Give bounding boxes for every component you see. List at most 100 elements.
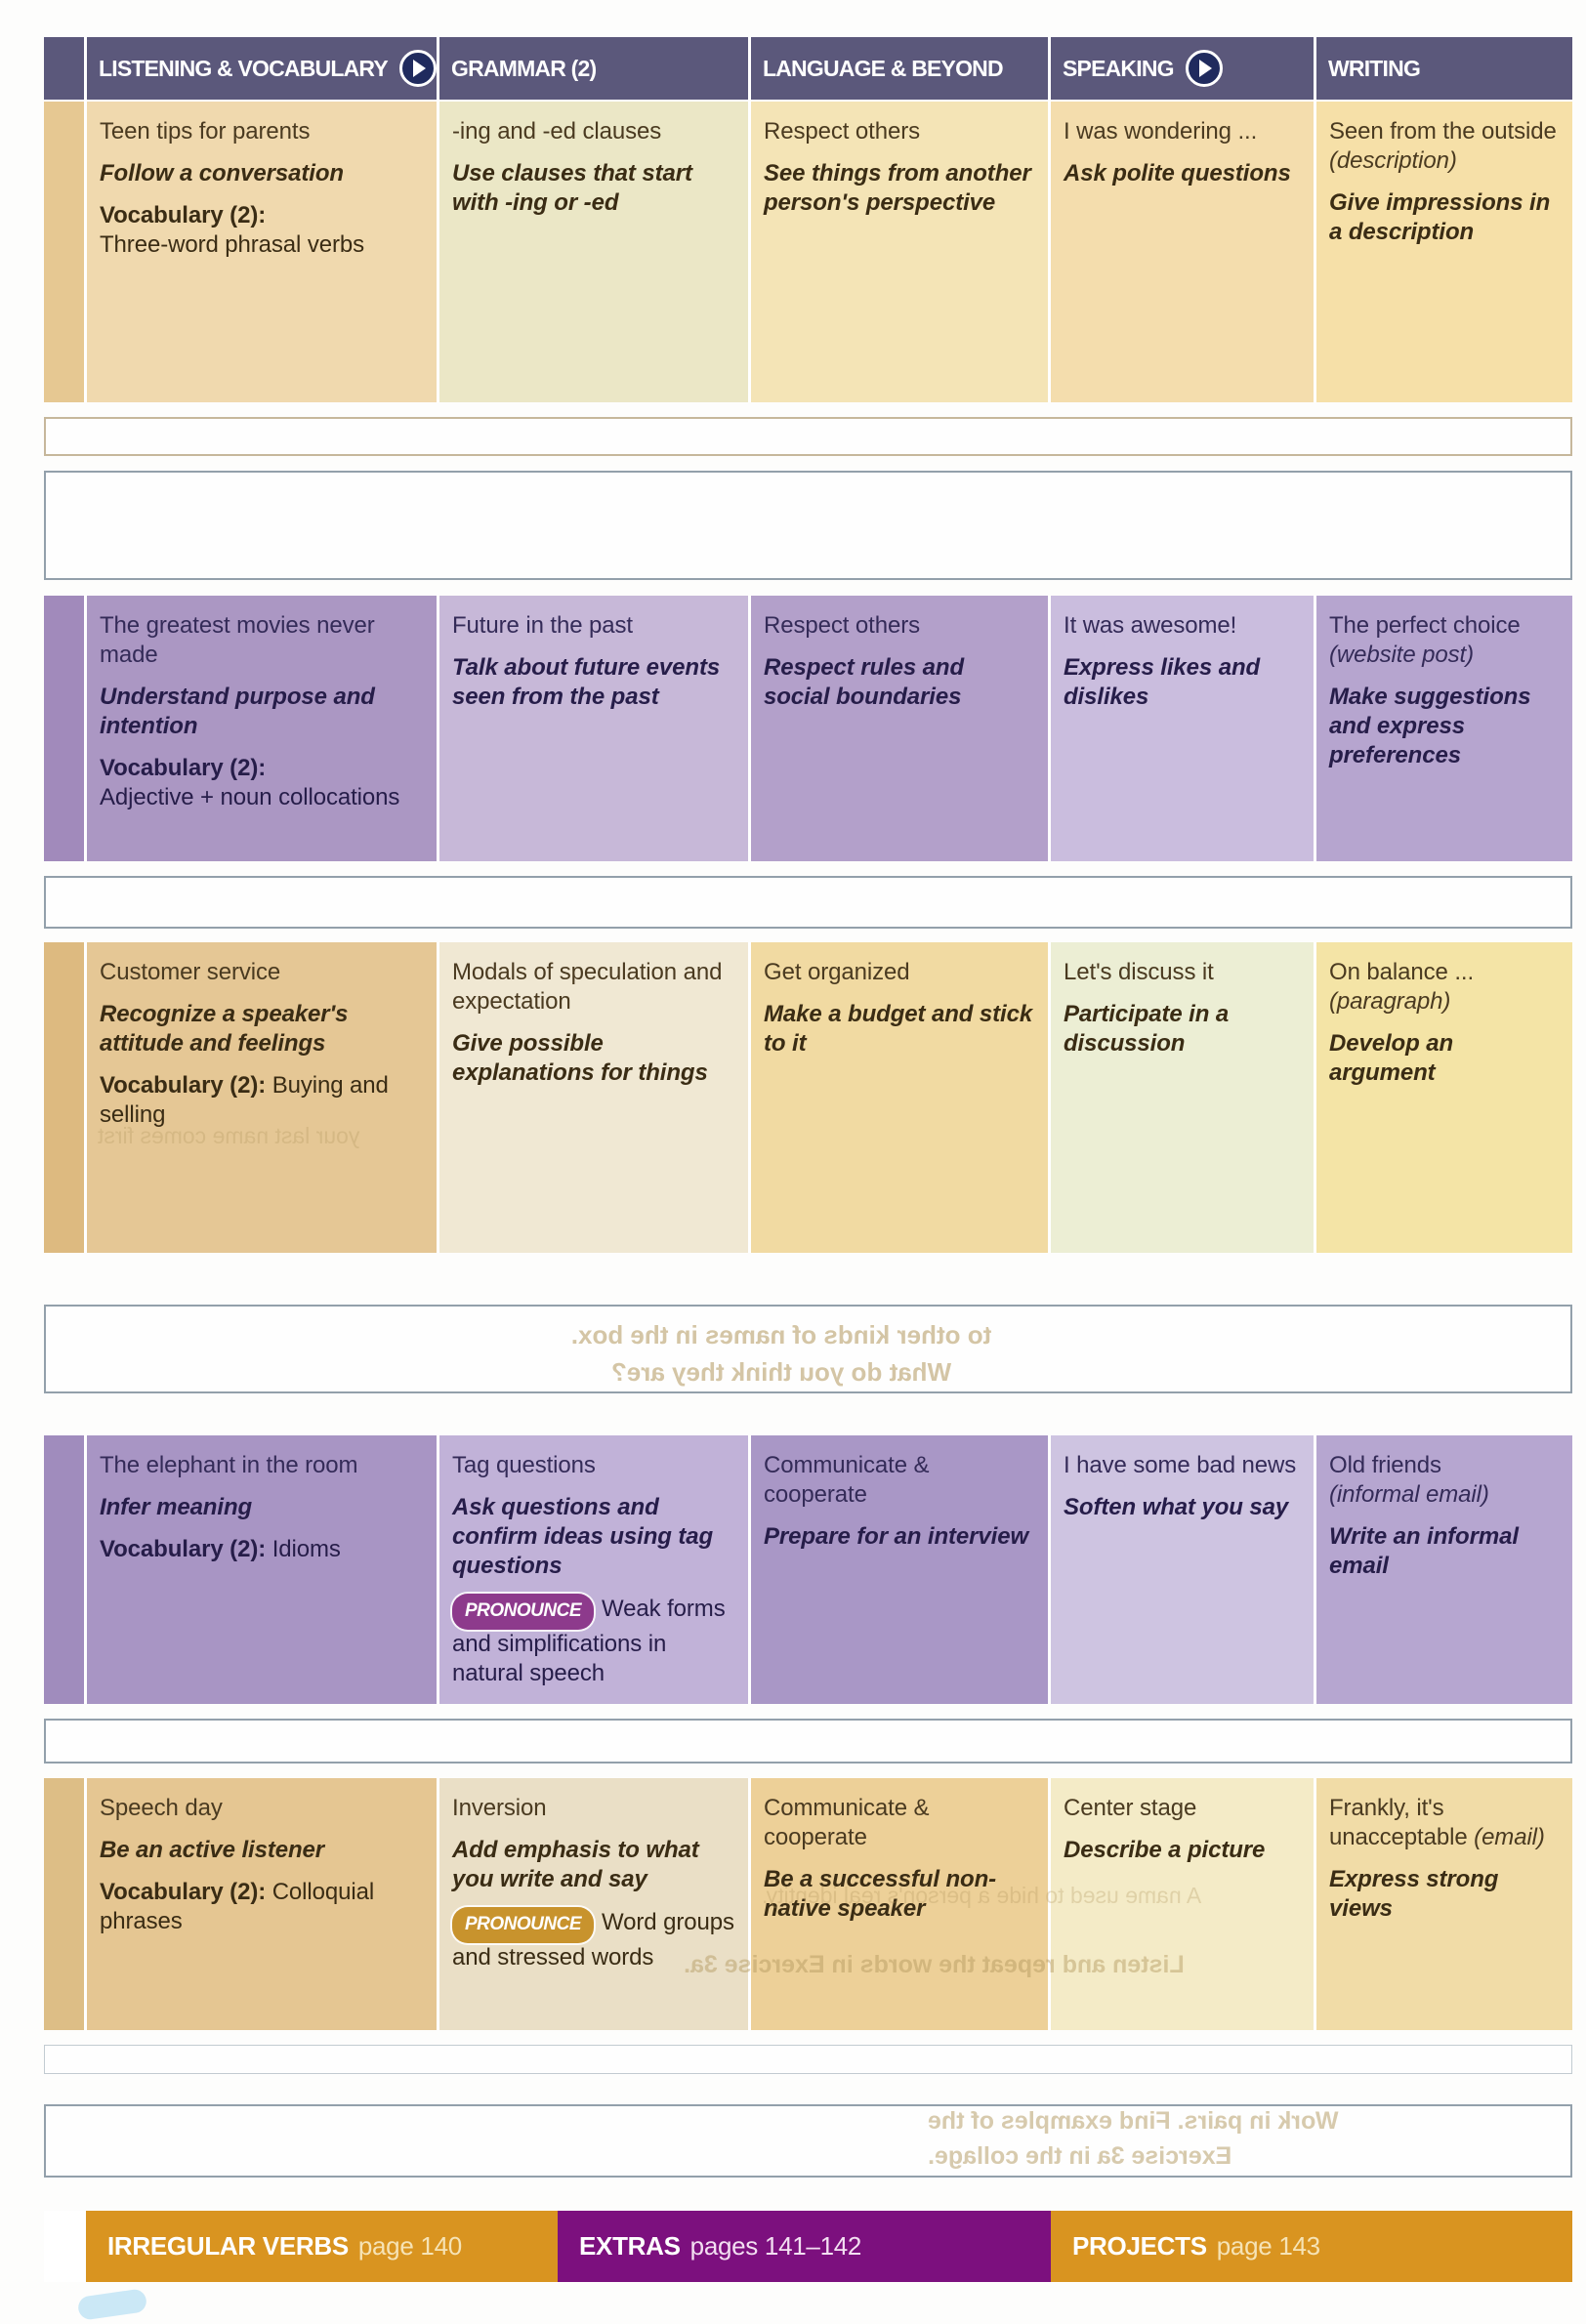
unit-row: The greatest movies never made Understan… xyxy=(44,596,1572,861)
header-label: LANGUAGE & BEYOND xyxy=(763,55,1004,81)
writing-cell: Frankly, it's unacceptable (email) Expre… xyxy=(1314,1778,1572,2030)
reference-pages: page 143 xyxy=(1216,2231,1320,2261)
lesson-skill: Recognize a speaker's attitude and feeli… xyxy=(100,1001,349,1057)
listening-cell: Customer service Recognize a speaker's a… xyxy=(84,942,437,1253)
writing-cell: Old friends (informal email) Write an in… xyxy=(1314,1435,1572,1704)
lesson-skill: Be a successful non-native speaker xyxy=(764,1866,997,1922)
lesson-title: Seen from the outside (description) xyxy=(1329,117,1561,176)
listening-cell: Teen tips for parents Follow a conversat… xyxy=(84,102,437,402)
header-grammar: GRAMMAR (2) xyxy=(437,37,748,100)
listening-cell: Speech day Be an active listener Vocabul… xyxy=(84,1778,437,2030)
header-stub xyxy=(44,37,84,100)
listening-cell: The greatest movies never made Understan… xyxy=(84,596,437,861)
writing-title: The perfect choice xyxy=(1329,612,1521,639)
writing-genre: (description) xyxy=(1329,147,1457,174)
bar-left-gap xyxy=(44,2211,86,2282)
lesson-title: The greatest movies never made xyxy=(100,612,375,668)
reference-pages: pages 141–142 xyxy=(689,2231,862,2261)
header-listening-vocabulary: LISTENING & VOCABULARY xyxy=(84,37,437,100)
language-cell: Communicate & cooperate Prepare for an i… xyxy=(748,1435,1048,1704)
lesson-skill: Use clauses that start with -ing or -ed xyxy=(452,160,692,216)
header-writing: WRITING xyxy=(1314,37,1572,100)
lesson-title: -ing and -ed clauses xyxy=(452,118,662,145)
pronounce-badge: PRONOUNCE xyxy=(452,1907,595,1943)
pronounce-badge: PRONOUNCE xyxy=(452,1594,595,1630)
reference-pages: page 140 xyxy=(357,2231,462,2261)
page-gap-strip xyxy=(44,2104,1572,2178)
page-gap-strip xyxy=(44,417,1572,456)
writing-genre: (email) xyxy=(1474,1824,1545,1850)
lesson-skill: Talk about future events seen from the p… xyxy=(452,654,721,710)
lesson-skill: Express likes and dislikes xyxy=(1064,654,1261,710)
speaking-cell: I was wondering ... Ask polite questions xyxy=(1048,102,1314,402)
vocabulary-label: Vocabulary (2): xyxy=(100,1879,267,1905)
lesson-skill: Infer meaning xyxy=(100,1494,253,1520)
lesson-skill: Add emphasis to what you write and say xyxy=(452,1837,699,1892)
play-icon xyxy=(1185,50,1223,87)
lesson-title: Inversion xyxy=(452,1795,547,1821)
lesson-skill: Participate in a discussion xyxy=(1064,1001,1230,1057)
pronounce-note: PRONOUNCE Word groups and stressed words xyxy=(452,1907,736,1972)
vocabulary-label: Vocabulary (2): xyxy=(100,1536,267,1562)
pronounce-text: Word groups and stressed words xyxy=(452,1909,734,1971)
vocabulary: Vocabulary (2): Idioms xyxy=(100,1535,425,1564)
writing-genre: (paragraph) xyxy=(1329,988,1451,1015)
grammar-cell: Tag questions Ask questions and confirm … xyxy=(437,1435,748,1704)
vocabulary-label: Vocabulary (2): xyxy=(100,202,267,228)
vocabulary-label: Vocabulary (2): xyxy=(100,1072,267,1099)
unit-row: Teen tips for parents Follow a conversat… xyxy=(44,102,1572,402)
table: LISTENING & VOCABULARY GRAMMAR (2) LANGU… xyxy=(44,37,1572,2282)
lesson-skill: Express strong views xyxy=(1329,1866,1499,1922)
lesson-skill: Describe a picture xyxy=(1064,1837,1266,1863)
speaking-cell: It was awesome! Express likes and dislik… xyxy=(1048,596,1314,861)
unit-row: Customer service Recognize a speaker's a… xyxy=(44,942,1572,1253)
lesson-title: The perfect choice (website post) xyxy=(1329,611,1561,670)
extras-reference: EXTRAS pages 141–142 xyxy=(558,2211,1051,2282)
irregular-verbs-reference: IRREGULAR VERBS page 140 xyxy=(86,2211,558,2282)
writing-cell: Seen from the outside (description) Give… xyxy=(1314,102,1572,402)
vocabulary-text: Adjective + noun collocations xyxy=(100,784,400,810)
grammar-cell: -ing and -ed clauses Use clauses that st… xyxy=(437,102,748,402)
grammar-cell: Future in the past Talk about future eve… xyxy=(437,596,748,861)
unit-stub xyxy=(44,942,84,1253)
projects-reference: PROJECTS page 143 xyxy=(1051,2211,1572,2282)
lesson-title: Frankly, it's unacceptable (email) xyxy=(1329,1794,1561,1852)
lesson-title: Speech day xyxy=(100,1795,223,1821)
language-cell: Respect others See things from another p… xyxy=(748,102,1048,402)
lesson-skill: Follow a conversation xyxy=(100,160,344,187)
page-gap-strip xyxy=(44,2045,1572,2074)
lesson-title: Future in the past xyxy=(452,612,633,639)
lesson-skill: Make a budget and stick to it xyxy=(764,1001,1033,1057)
lesson-skill: Write an informal email xyxy=(1329,1523,1519,1579)
lesson-title: Old friends (informal email) xyxy=(1329,1451,1561,1510)
writing-title: Old friends xyxy=(1329,1452,1441,1478)
page-gap-strip xyxy=(44,876,1572,929)
header-label: GRAMMAR (2) xyxy=(451,55,597,81)
writing-genre: (website post) xyxy=(1329,642,1474,668)
lesson-title: Let's discuss it xyxy=(1064,959,1214,985)
reference-label: PROJECTS xyxy=(1072,2231,1207,2261)
unit-row: The elephant in the room Infer meaning V… xyxy=(44,1435,1572,1704)
reference-bar: IRREGULAR VERBS page 140 EXTRAS pages 14… xyxy=(44,2211,1572,2282)
writing-title: On balance ... xyxy=(1329,959,1475,985)
lesson-skill: Soften what you say xyxy=(1064,1494,1289,1520)
vocabulary-label: Vocabulary (2): xyxy=(100,755,267,781)
lesson-title: Modals of speculation and expectation xyxy=(452,959,723,1015)
reference-label: EXTRAS xyxy=(579,2231,681,2261)
lesson-title: Customer service xyxy=(100,959,281,985)
writing-genre: (informal email) xyxy=(1329,1481,1489,1508)
lesson-skill: Understand purpose and intention xyxy=(100,684,375,739)
speaking-cell: Center stage Describe a picture xyxy=(1048,1778,1314,2030)
vocabulary-text: Idioms xyxy=(271,1536,341,1562)
listening-cell: The elephant in the room Infer meaning V… xyxy=(84,1435,437,1704)
language-cell: Respect others Respect rules and social … xyxy=(748,596,1048,861)
lesson-skill: Respect rules and social boundaries xyxy=(764,654,965,710)
lesson-title: I was wondering ... xyxy=(1064,118,1258,145)
header-label: SPEAKING xyxy=(1063,55,1175,81)
lesson-title: On balance ... (paragraph) xyxy=(1329,958,1561,1017)
lesson-title: It was awesome! xyxy=(1064,612,1237,639)
vocabulary: Vocabulary (2): Colloquial phrases xyxy=(100,1878,425,1936)
lesson-title: Tag questions xyxy=(452,1452,596,1478)
vocabulary-text: Colloquial phrases xyxy=(100,1879,375,1934)
header-label: LISTENING & VOCABULARY xyxy=(99,55,389,81)
